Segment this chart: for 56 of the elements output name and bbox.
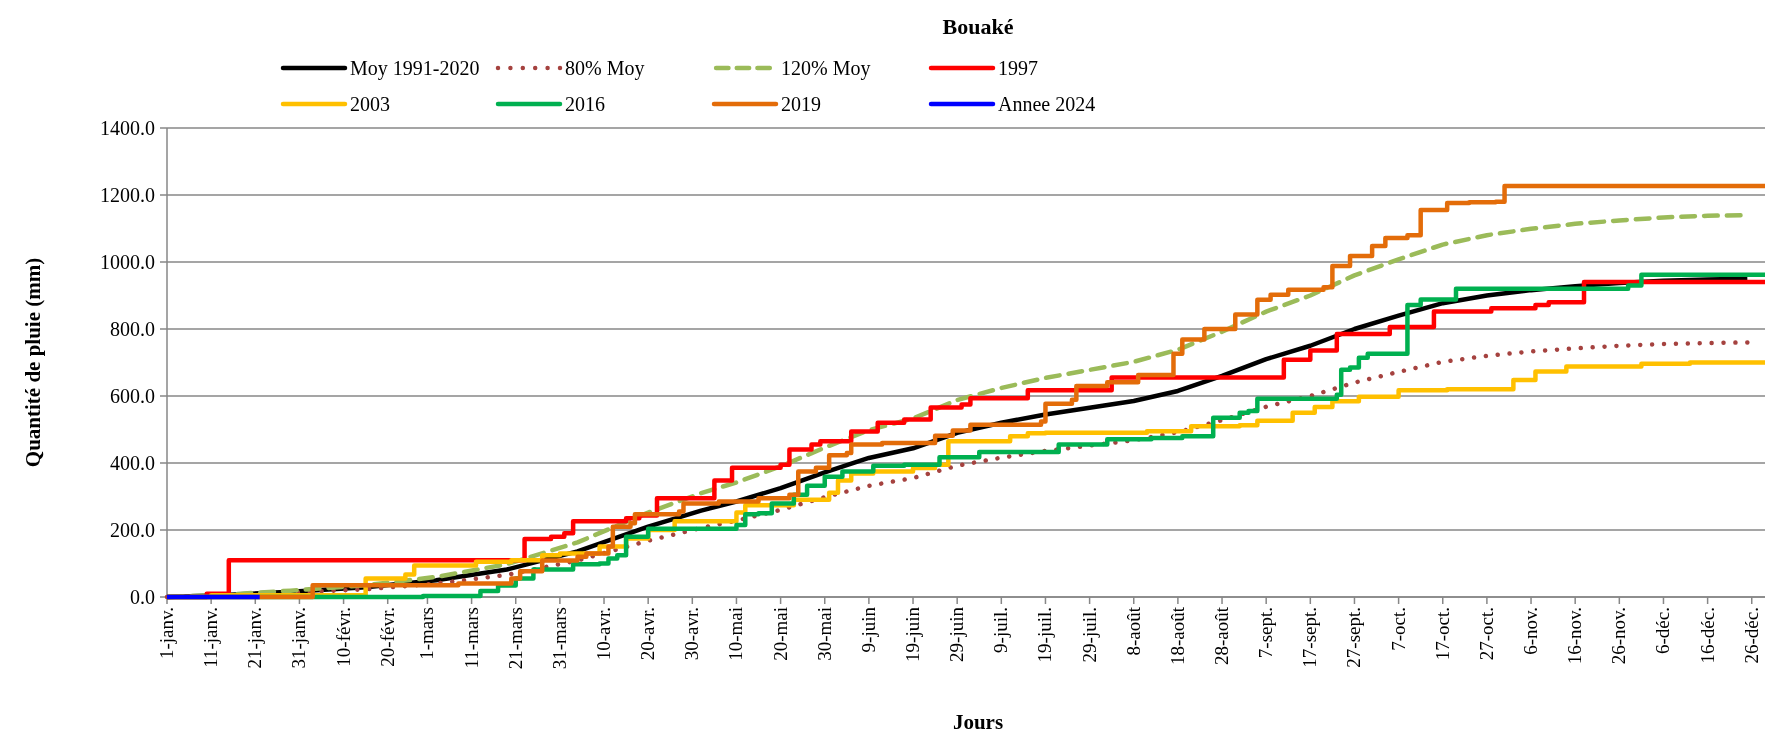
- x-tick-label: 10-févr.: [332, 607, 354, 667]
- x-tick-label: 16-déc.: [1696, 607, 1718, 664]
- x-tick-label: 9-juil.: [990, 607, 1012, 653]
- x-tick-label: 9-juin: [857, 606, 879, 653]
- y-tick-label: 0.0: [130, 586, 155, 608]
- x-tick-label: 7-oct.: [1387, 607, 1409, 651]
- x-tick-label: 21-mars: [504, 607, 526, 670]
- y-tick-label: 1400.0: [100, 117, 155, 139]
- x-tick-label: 28-août: [1211, 606, 1233, 666]
- x-tick-label: 29-juil.: [1078, 607, 1100, 663]
- legend-label: 1997: [998, 57, 1038, 79]
- legend-label: Annee 2024: [998, 93, 1096, 115]
- y-tick-label: 800.0: [110, 318, 155, 340]
- x-tick-label: 20-avr.: [637, 607, 659, 661]
- x-tick-label: 26-nov.: [1608, 607, 1630, 665]
- x-tick-label: 16-nov.: [1564, 607, 1586, 665]
- x-tick-label: 11-janv.: [200, 607, 222, 668]
- x-tick-label: 21-janv.: [244, 607, 266, 669]
- x-tick-label: 6-déc.: [1652, 607, 1674, 654]
- x-tick-label: 10-avr.: [593, 607, 615, 661]
- x-tick-label: 30-avr.: [681, 607, 703, 661]
- x-tick-label: 6-nov.: [1520, 607, 1542, 655]
- y-tick-label: 600.0: [110, 385, 155, 407]
- x-tick-label: 27-sept.: [1343, 607, 1365, 668]
- legend-label: Moy 1991-2020: [350, 57, 480, 80]
- legend-label: 80% Moy: [565, 57, 645, 80]
- x-tick-label: 27-oct.: [1475, 607, 1497, 661]
- x-tick-label: 19-juin: [902, 606, 924, 662]
- x-tick-label: 17-oct.: [1431, 607, 1453, 661]
- x-tick-label: 30-mai: [813, 607, 835, 661]
- x-tick-label: 10-mai: [725, 607, 747, 661]
- y-tick-label: 200.0: [110, 519, 155, 541]
- x-tick-label: 11-mars: [460, 607, 482, 669]
- x-tick-label: 29-juin: [946, 606, 968, 662]
- x-tick-label: 18-août: [1166, 606, 1188, 666]
- y-tick-label: 1000.0: [100, 251, 155, 273]
- x-tick-label: 7-sept.: [1255, 607, 1277, 659]
- x-tick-label: 31-janv.: [288, 607, 310, 669]
- y-axis-title: Quantité de pluie (mm): [21, 257, 45, 468]
- x-tick-label: 17-sept.: [1299, 607, 1321, 668]
- y-tick-label: 400.0: [110, 452, 155, 474]
- x-tick-label: 19-juil.: [1034, 607, 1056, 663]
- legend-label: 2019: [781, 93, 821, 115]
- x-tick-label: 26-déc.: [1740, 607, 1762, 664]
- x-tick-label: 1-janv.: [156, 607, 177, 660]
- x-tick-label: 20-févr.: [376, 607, 398, 667]
- legend-label: 120% Moy: [781, 57, 871, 80]
- x-axis-title: Jours: [952, 710, 1004, 734]
- chart-title: Bouaké: [942, 14, 1014, 39]
- x-tick-label: 20-mai: [769, 607, 791, 661]
- x-tick-label: 31-mars: [548, 607, 570, 670]
- x-tick-label: 8-août: [1122, 606, 1144, 656]
- legend-label: 2003: [350, 93, 390, 115]
- y-tick-label: 1200.0: [100, 184, 155, 206]
- x-tick-label: 1-mars: [416, 607, 438, 660]
- legend-label: 2016: [565, 93, 605, 115]
